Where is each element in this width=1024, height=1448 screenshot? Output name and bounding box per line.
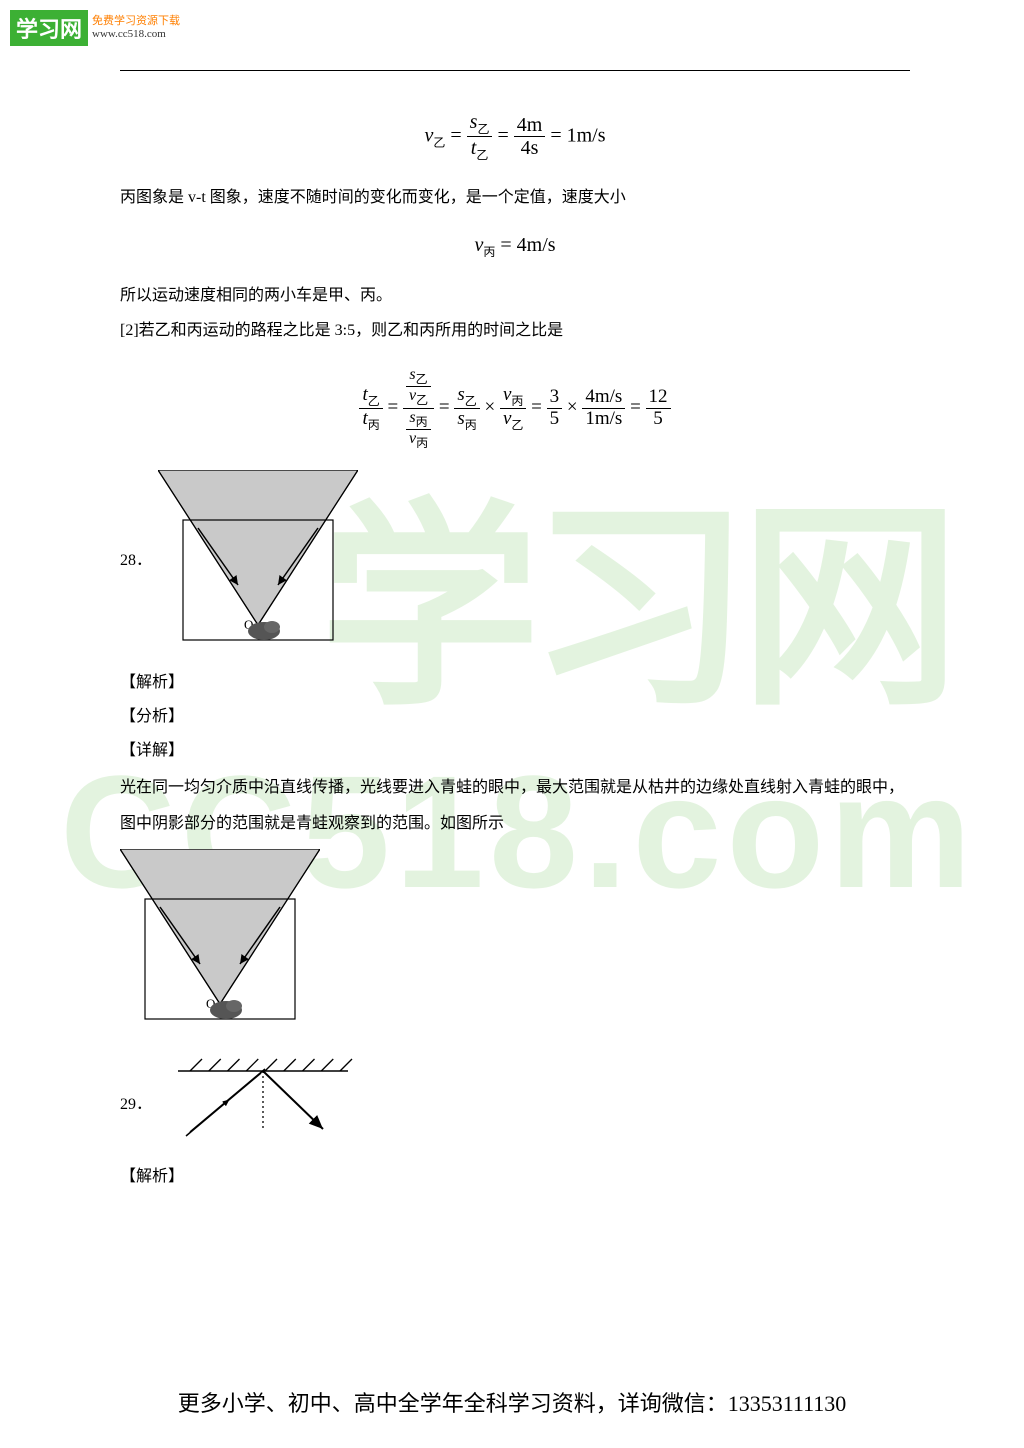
page-footer: 更多小学、初中、高中全学年全科学习资料，详询微信：13353111130: [0, 1386, 1024, 1418]
label-analysis-2: 【解析】: [120, 1162, 910, 1186]
logo-block: 学习网: [10, 10, 88, 46]
equation-1: v乙 = s乙t乙 = 4m4s = 1m/s: [120, 111, 910, 162]
question-number-29: 29．: [120, 1090, 152, 1114]
page-content: v乙 = s乙t乙 = 4m4s = 1m/s 丙图象是 v-t 图象，速度不随…: [120, 70, 910, 1196]
label-detail: 【详解】: [120, 736, 910, 760]
paragraph-2: 所以运动速度相同的两小车是甲、丙。: [120, 278, 910, 313]
label-analysis: 【解析】: [120, 668, 910, 692]
equation-3: t乙t丙 = s乙v乙 s丙v丙 = s乙s丙 × v丙v乙 = 35 × 4m…: [120, 366, 910, 451]
label-breakdown: 【分析】: [120, 702, 910, 726]
site-logo: 学习网 免费学习资源下载 www.cc518.com: [10, 10, 180, 46]
equation-2: v丙 = 4m/s: [120, 234, 910, 260]
top-rule: [120, 70, 910, 71]
question-number-28: 28．: [120, 546, 152, 570]
paragraph-3: [2]若乙和丙运动的路程之比是 3:5，则乙和丙所用的时间之比是: [120, 313, 910, 348]
paragraph-4: 光在同一均匀介质中沿直线传播，光线要进入青蛙的眼中，最大范围就是从枯井的边缘处直…: [120, 770, 910, 840]
frog-well-diagram-1: O: [158, 470, 358, 650]
logo-text: 免费学习资源下载 www.cc518.com: [92, 15, 180, 41]
question-29-row: 29．: [120, 1049, 910, 1144]
question-28-row: 28． O: [120, 470, 910, 650]
mirror-reflection-diagram: [158, 1049, 368, 1144]
paragraph-1: 丙图象是 v-t 图象，速度不随时间的变化而变化，是一个定值，速度大小: [120, 180, 910, 215]
frog-well-diagram-2: O: [120, 849, 320, 1029]
